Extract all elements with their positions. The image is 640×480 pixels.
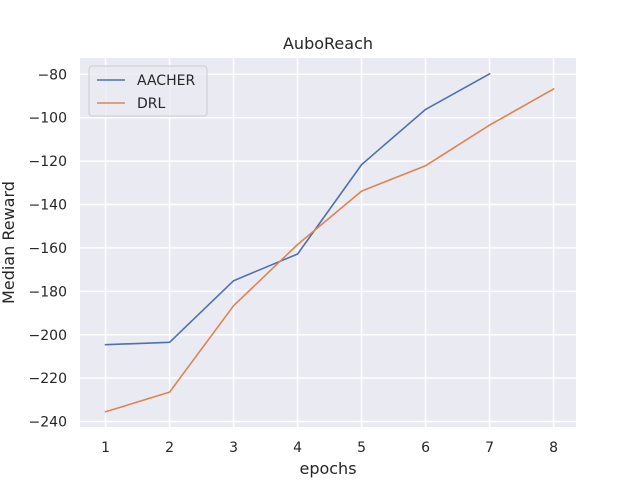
legend-label: AACHER	[137, 73, 195, 89]
y-tick-labels: −240 −220 −200 −180 −160 −140 −120 −100 −80	[29, 67, 67, 430]
x-tick-label: 7	[485, 440, 494, 456]
y-tick-label: −200	[29, 328, 67, 344]
y-tick-label: −140	[29, 198, 67, 214]
plot-area	[80, 58, 576, 427]
series-layer	[104, 72, 555, 413]
legend: AACHER DRL	[88, 65, 208, 117]
y-tick-label: −100	[29, 111, 67, 127]
x-axis-label: epochs	[299, 459, 356, 478]
y-tick-label: −160	[29, 241, 67, 257]
x-tick-label: 5	[357, 440, 366, 456]
x-tick-label: 1	[101, 440, 110, 456]
x-tick-labels: 1 2 3 4 5 6 7 8	[101, 440, 558, 456]
y-tick-label: −80	[37, 67, 67, 83]
y-tick-label: −220	[29, 371, 67, 387]
y-tick-label: −180	[29, 284, 67, 300]
series-line-aacher	[104, 72, 491, 346]
y-tick-label: −240	[29, 415, 67, 431]
x-tick-label: 6	[421, 440, 430, 456]
series-line-drl	[104, 87, 555, 413]
grid-lines	[80, 58, 576, 427]
legend-label: DRL	[137, 96, 166, 112]
x-tick-label: 4	[293, 440, 302, 456]
x-tick-label: 8	[549, 440, 558, 456]
y-tick-label: −120	[29, 154, 67, 170]
x-tick-label: 2	[165, 440, 174, 456]
y-axis-label: Median Reward	[0, 181, 18, 304]
x-tick-label: 3	[229, 440, 238, 456]
chart-title: AuboReach	[283, 34, 373, 53]
